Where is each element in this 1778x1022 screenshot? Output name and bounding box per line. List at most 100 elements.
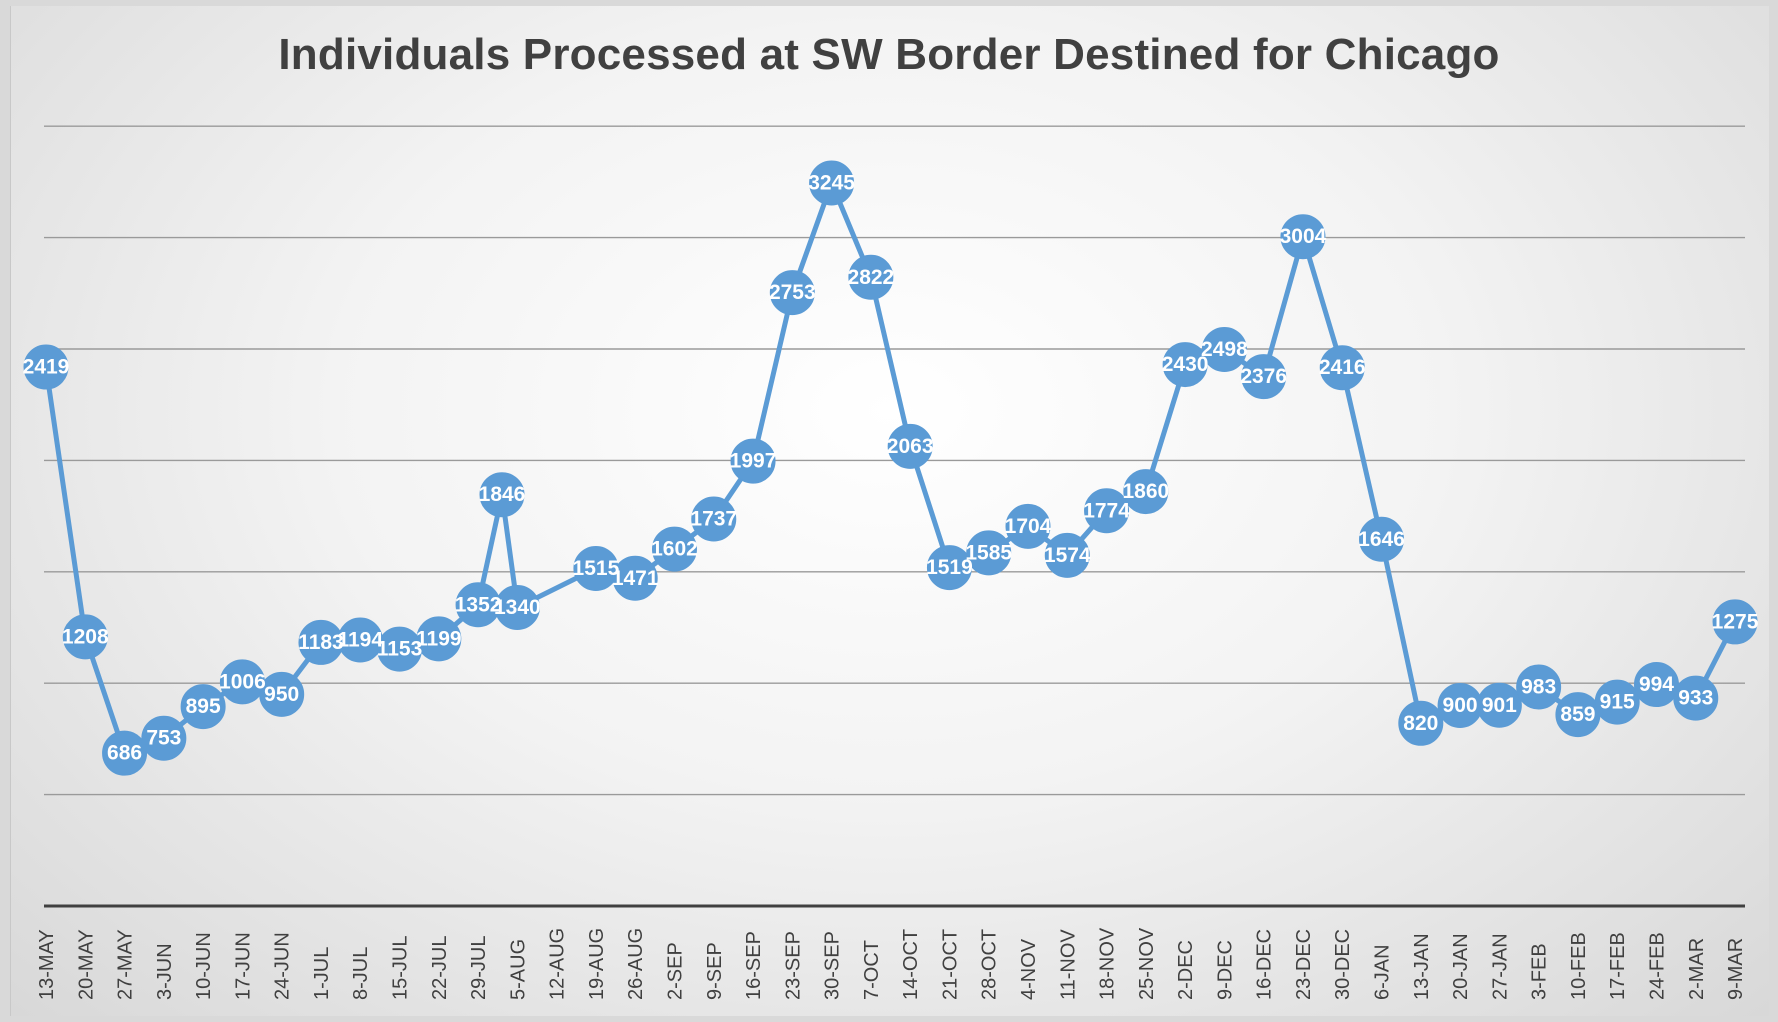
data-label-16-DEC: 2376 — [1240, 365, 1287, 388]
x-tick-label: 2-MAR — [1686, 938, 1708, 1000]
chart-area — [10, 6, 1769, 1016]
data-point-16-DEC — [1241, 354, 1287, 400]
data-point-27-MAY — [102, 730, 148, 776]
x-tick-label: 9-SEP — [704, 942, 726, 1000]
x-tick-label: 26-AUG — [625, 928, 647, 1000]
x-tick-label: 8-JUL — [350, 947, 372, 1000]
x-tick-label: 29-JUL — [468, 936, 490, 1000]
x-tick-label: 1-JUL — [311, 947, 333, 1000]
x-tick-label: 27-JAN — [1489, 933, 1511, 1000]
data-label-16-SEP: 1997 — [730, 450, 777, 473]
data-label-30-SEP: 3245 — [808, 172, 855, 195]
data-label-23-SEP: 2753 — [769, 281, 816, 304]
x-tick-label: 7-OCT — [861, 940, 883, 1000]
data-point-9-DEC — [1201, 326, 1247, 372]
data-point-10-JUN — [180, 684, 226, 730]
data-label-24-FEB: 994 — [1639, 673, 1674, 696]
data-label-2-MAR: 933 — [1678, 687, 1713, 710]
data-label-18-NOV: 1774 — [1083, 499, 1130, 522]
data-label-29-JUL: 1352 — [455, 593, 502, 616]
data-point-13-JAN — [1398, 700, 1444, 746]
x-tick-label: 9-MAR — [1725, 938, 1747, 1000]
x-tick-label: 24-JUN — [272, 932, 294, 1000]
data-label-29-JUL: 1846 — [479, 483, 526, 506]
x-tick-label: 28-OCT — [979, 929, 1001, 1000]
data-label-30-DEC: 2416 — [1319, 356, 1366, 379]
data-label-20-JAN: 900 — [1443, 694, 1478, 717]
data-point-24-JUN — [259, 671, 305, 717]
x-tick-label: 12-AUG — [547, 928, 569, 1000]
x-tick-label: 9-DEC — [1214, 940, 1236, 1000]
data-point-23-SEP — [769, 270, 815, 316]
data-label-28-OCT: 1585 — [965, 541, 1012, 564]
data-point-25-NOV — [1123, 469, 1169, 515]
x-tick-label: 17-JUN — [232, 932, 254, 1000]
data-point-11-NOV — [1044, 532, 1090, 578]
x-tick-label: 2-SEP — [664, 942, 686, 1000]
x-tick-label: 6-JAN — [1372, 944, 1394, 1000]
data-label-3-JUN: 753 — [146, 727, 181, 750]
data-point-14-OCT — [887, 423, 933, 469]
data-label-20-MAY: 1208 — [62, 625, 109, 648]
x-tick-label: 11-NOV — [1057, 929, 1079, 1000]
data-point-30-SEP — [809, 160, 855, 206]
data-label-13-MAY: 2419 — [23, 356, 70, 379]
x-tick-label: 30-SEP — [822, 931, 844, 1000]
x-tick-label: 25-NOV — [1136, 927, 1158, 1000]
data-point-29-JUL — [479, 472, 525, 518]
data-label-5-AUG: 1340 — [494, 596, 541, 619]
data-point-9-SEP — [691, 496, 737, 542]
data-point-7-OCT — [848, 254, 894, 300]
data-label-3-FEB: 983 — [1521, 675, 1556, 698]
data-label-9-SEP: 1737 — [690, 507, 737, 530]
data-point-3-JUN — [141, 715, 187, 761]
x-tick-label: 3-JUN — [154, 943, 176, 1000]
markers — [23, 160, 1758, 776]
data-point-17-FEB — [1594, 679, 1640, 725]
x-tick-label: 20-JAN — [1450, 933, 1472, 1000]
data-point-6-JAN — [1359, 516, 1405, 562]
data-label-7-OCT: 2822 — [848, 266, 895, 289]
data-label-21-OCT: 1519 — [926, 556, 973, 579]
data-point-5-AUG — [494, 584, 540, 630]
x-tick-label: 4-NOV — [1018, 938, 1040, 1000]
x-tick-label: 18-NOV — [1097, 927, 1119, 1000]
data-label-11-NOV: 1574 — [1044, 544, 1091, 567]
data-label-23-DEC: 3004 — [1280, 225, 1327, 248]
x-tick-label: 24-FEB — [1646, 932, 1668, 1000]
data-point-20-MAY — [62, 614, 108, 660]
data-point-2-DEC — [1162, 342, 1208, 388]
data-label-26-AUG: 1471 — [612, 567, 659, 590]
data-point-13-MAY — [23, 344, 69, 390]
x-tick-label: 22-JUL — [429, 936, 451, 1000]
data-label-6-JAN: 1646 — [1358, 528, 1405, 551]
data-label-2-SEP: 1602 — [651, 538, 698, 561]
data-point-2-MAR — [1673, 675, 1719, 721]
data-point-28-OCT — [966, 530, 1012, 576]
x-tick-label: 27-MAY — [115, 929, 137, 1000]
data-point-16-SEP — [730, 438, 776, 484]
x-tick-label: 23-SEP — [782, 931, 804, 1000]
x-tick-label: 21-OCT — [939, 929, 961, 1000]
x-tick-label: 19-AUG — [586, 928, 608, 1000]
chart-title: Individuals Processed at SW Border Desti… — [278, 30, 1500, 79]
x-tick-label: 5-AUG — [507, 939, 529, 1000]
x-tick-label: 30-DEC — [1332, 929, 1354, 1000]
data-label-8-JUL: 1194 — [337, 628, 383, 651]
x-tick-label: 2-DEC — [1175, 940, 1197, 1000]
data-point-9-MAR — [1712, 599, 1758, 645]
x-tick-label: 14-OCT — [900, 929, 922, 1000]
x-tick-labels: 13-MAY 20-MAY 27-MAY 3-JUN 10-JUN 17-JUN 24-JU… — [36, 927, 1747, 1000]
data-label-14-OCT: 2063 — [887, 435, 934, 458]
x-tick-label: 3-FEB — [1529, 943, 1551, 1000]
data-label-25-NOV: 1860 — [1122, 480, 1169, 503]
data-point-23-DEC — [1280, 214, 1326, 260]
x-tick-label: 13-JAN — [1411, 933, 1433, 1000]
x-tick-label: 23-DEC — [1293, 929, 1315, 1000]
x-tick-label: 16-DEC — [1254, 929, 1276, 1000]
data-point-30-DEC — [1319, 345, 1365, 391]
data-label-22-JUL: 1199 — [416, 627, 462, 650]
x-tick-label: 15-JUL — [390, 936, 412, 1000]
